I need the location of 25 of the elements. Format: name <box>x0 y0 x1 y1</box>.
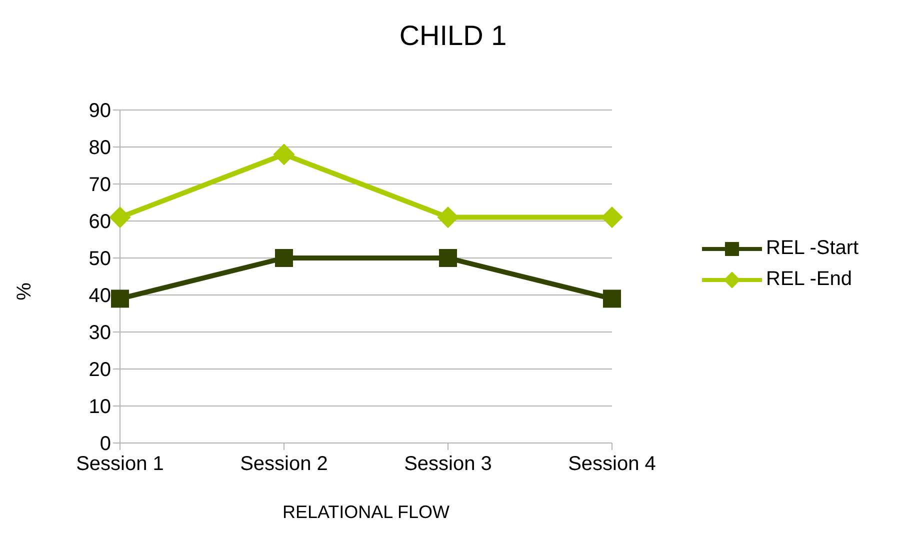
point <box>273 144 295 166</box>
y-tick-label: 80 <box>88 137 111 160</box>
y-tick-label: 90 <box>88 100 111 122</box>
y-tick-label: 0 <box>100 433 111 456</box>
point <box>603 290 621 308</box>
y-tick-label: 50 <box>88 248 111 270</box>
x-tick-label: Session 1 <box>76 453 164 476</box>
y-tick-label: 20 <box>88 359 111 382</box>
y-tick-label: 30 <box>88 322 111 344</box>
x-tick-label: Session 4 <box>568 453 656 476</box>
point <box>439 249 457 267</box>
x-axis-title: RELATIONAL FLOW <box>281 502 451 523</box>
point <box>111 290 129 308</box>
y-tick-label: 70 <box>88 174 111 196</box>
y-axis-title: % <box>13 282 36 300</box>
chart-title: CHILD 1 <box>398 20 508 52</box>
legend-label: REL -End <box>766 268 852 291</box>
point <box>109 206 131 228</box>
legend-label: REL -Start <box>766 237 859 260</box>
point <box>275 249 293 267</box>
x-tick-label: Session 3 <box>404 453 492 476</box>
y-tick-label: 60 <box>88 211 111 234</box>
x-tick-label: Session 2 <box>240 453 328 476</box>
y-tick-label: 10 <box>88 396 111 418</box>
y-tick-label: 40 <box>88 285 111 308</box>
